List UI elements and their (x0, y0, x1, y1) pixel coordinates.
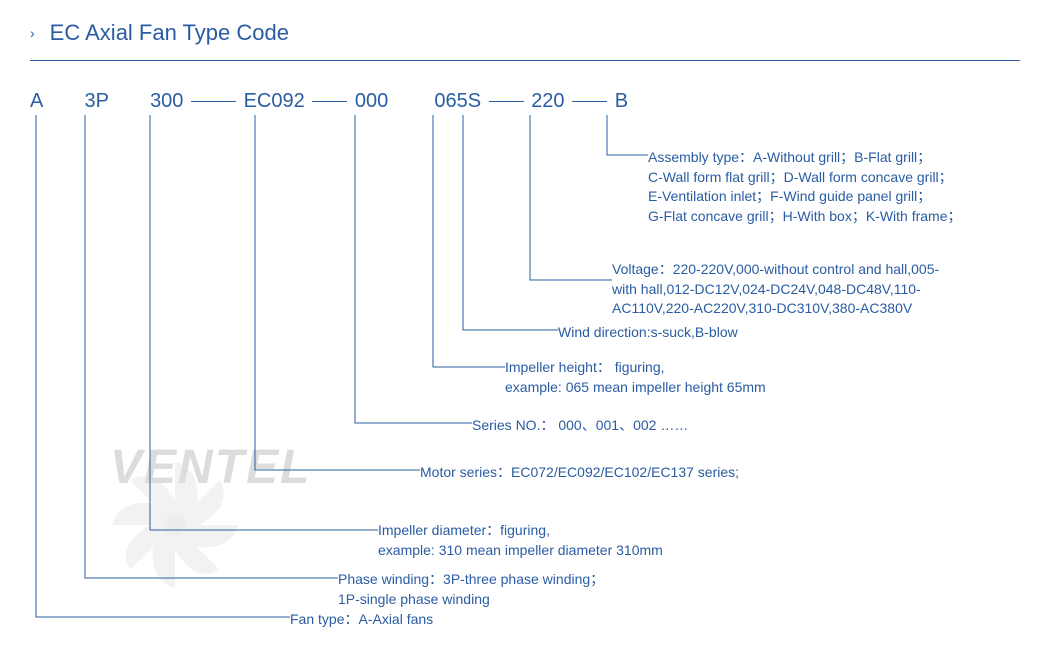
segment-imp-height: 065S (434, 90, 481, 113)
segment-fan-type: A (30, 90, 43, 113)
desc-phase: Phase winding：3P-three phase winding；1P-… (338, 570, 604, 609)
desc-assembly: Assembly type：A-Without grill；B-Flat gri… (648, 148, 1018, 226)
desc-imp-dia: Impeller diameter：figuring,example: 310 … (378, 521, 663, 560)
desc-voltage: Voltage：220-220V,000-without control and… (612, 260, 1022, 319)
desc-motor: Motor series：EC072/EC092/EC102/EC137 ser… (420, 463, 739, 483)
type-code-row: A 3P 300 EC092 000 065S 220 B (30, 90, 628, 113)
segment-motor: EC092 (244, 90, 305, 113)
segment-series: 000 (355, 90, 388, 113)
desc-wind: Wind direction:s-suck,B-blow (558, 323, 738, 343)
watermark-fan-icon (105, 455, 245, 595)
segment-phase: 3P (84, 90, 108, 113)
page-title-row: › EC Axial Fan Type Code (30, 20, 289, 46)
segment-diameter: 300 (150, 90, 183, 113)
desc-fan-type: Fan type：A-Axial fans (290, 610, 433, 630)
watermark-text: VENTEL (110, 440, 311, 495)
desc-imp-height: Impeller height： figuring,example: 065 m… (505, 358, 766, 397)
title-underline (30, 60, 1020, 61)
title-caret-icon: › (30, 25, 35, 41)
segment-voltage: 220 (531, 90, 564, 113)
page-title: EC Axial Fan Type Code (50, 20, 289, 46)
segment-assembly: B (615, 90, 628, 113)
desc-series: Series NO.： 000、001、002 …… (472, 416, 688, 436)
